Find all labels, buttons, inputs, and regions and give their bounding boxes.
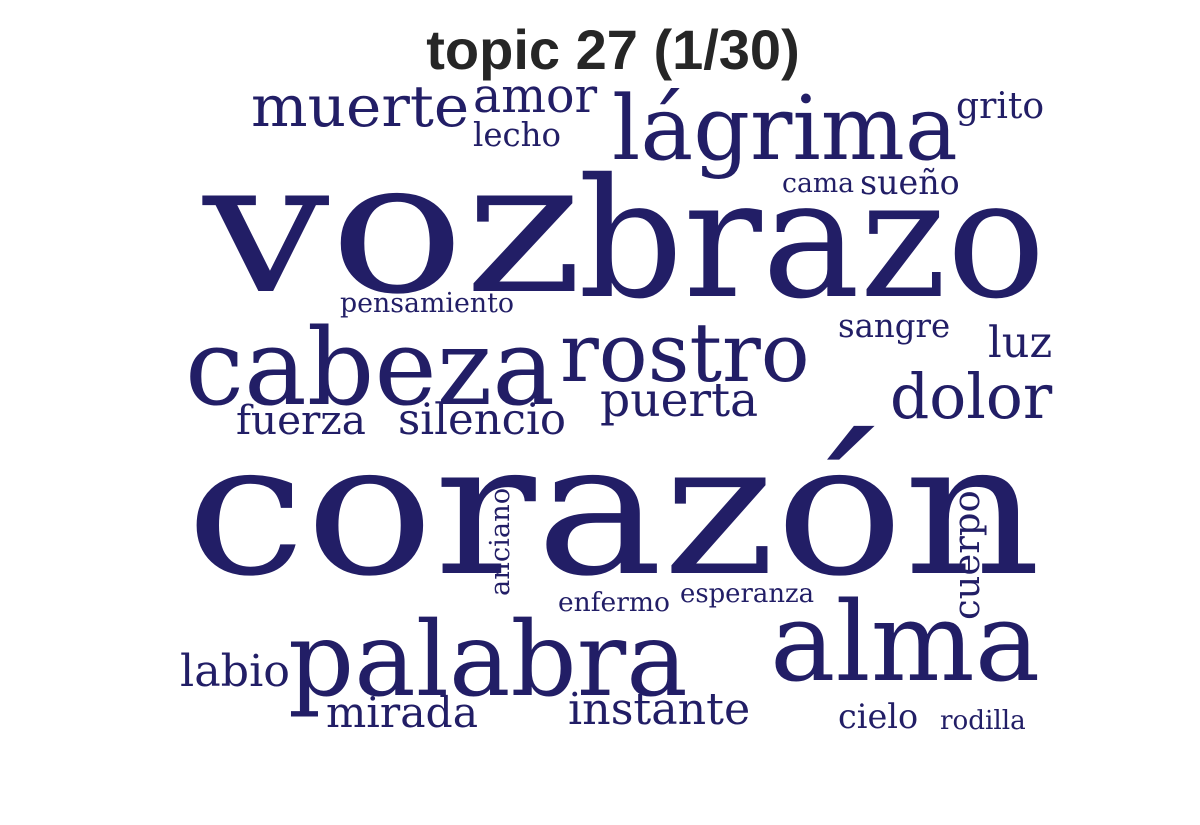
word-fuerza: fuerza [236,395,366,444]
word-cielo: cielo [838,697,919,736]
word-cabeza: cabeza [185,306,556,429]
word-esperanza: esperanza [680,579,815,609]
word-anciano: anciano [484,487,516,596]
word-rostro: rostro [560,306,810,401]
word-grito: grito [956,85,1045,127]
word-lagrima: lágrima [612,76,958,180]
word-mirada: mirada [326,688,479,738]
word-sueno: sueño [860,162,960,202]
word-rodilla: rodilla [940,706,1026,736]
word-dolor: dolor [890,361,1053,433]
word-muerte: muerte [251,73,470,140]
word-palabra: palabra [288,599,688,720]
word-alma: alma [770,577,1041,706]
word-amor: amor [473,68,598,124]
word-cuerpo: cuerpo [944,490,988,620]
word-cama: cama [782,167,855,199]
word-brazo: brazo [578,142,1046,335]
figure-title: topic 27 (1/30) [426,18,800,81]
word-lecho: lecho [473,116,562,154]
word-instante: instante [568,684,751,735]
word-sangre: sangre [838,307,951,345]
word-corazon: corazón [186,403,1042,617]
word-pensamiento: pensamiento [340,287,514,319]
word-puerta: puerta [600,372,759,428]
word-enfermo: enfermo [558,586,670,618]
word-luz: luz [988,317,1053,368]
word-silencio: silencio [398,394,566,445]
word-labio: labio [180,646,291,697]
word-voz: voz [203,121,583,335]
